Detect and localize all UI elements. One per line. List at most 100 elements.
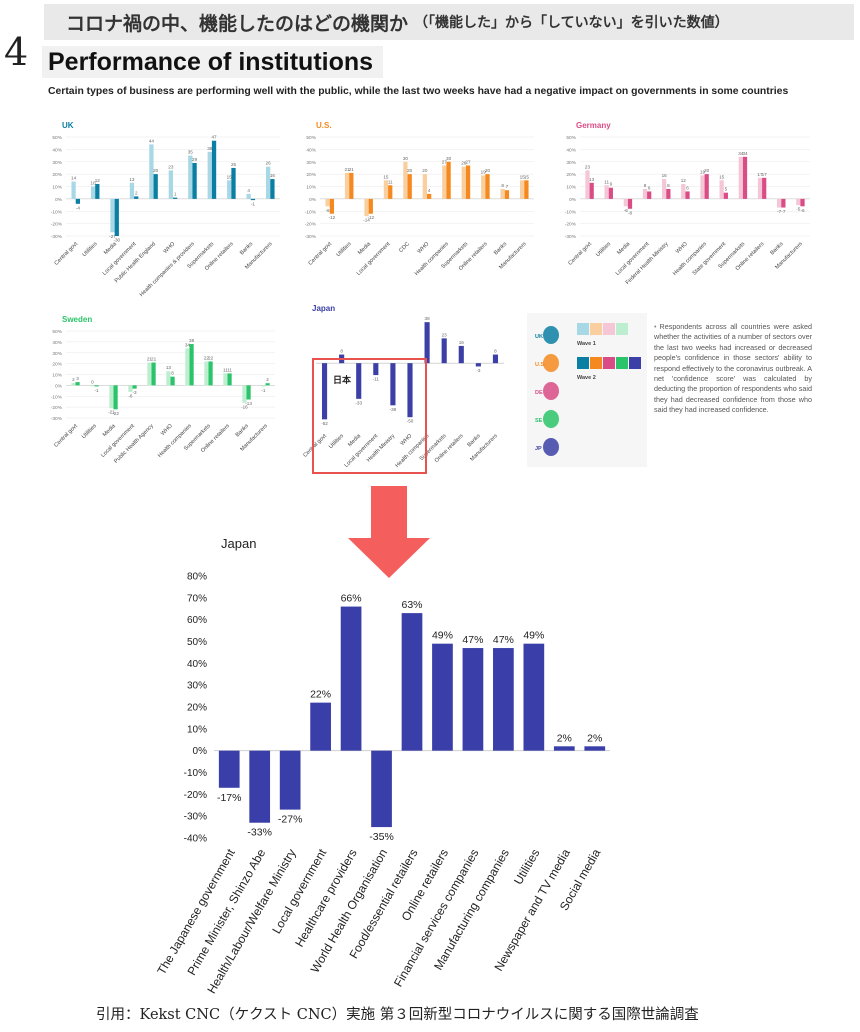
bar [279,750,301,810]
legend-swatch-wave1 [577,323,589,335]
legend-swatch-wave2 [629,357,641,369]
data-label: -39 [390,407,397,412]
bar [114,198,119,236]
data-label: -35% [369,831,394,843]
legend-swatch-wave2 [577,357,589,369]
bar [403,161,408,199]
legend-swatch-wave1 [603,323,615,335]
bar [349,172,354,199]
legend-swatch-wave2 [590,357,602,369]
category-label: Health companies [672,241,708,277]
data-label: -6 [624,208,629,213]
category-label: Utilities [336,241,353,258]
y-tick-label: 40% [52,147,62,153]
y-tick-label: 20% [52,172,62,178]
y-tick-label: 20% [566,172,576,178]
data-label: 20 [704,168,710,173]
category-label: Utilities [81,423,98,440]
bar [340,606,362,751]
bar [462,648,484,751]
y-tick-label: 40% [52,340,62,346]
data-label: 15 [524,174,530,179]
data-label: 38 [189,338,195,343]
data-label: 30 [446,156,452,161]
y-tick-label: -30% [305,234,317,240]
banner-subtitle: （「機能した」から「していない」を引いた数値） [414,15,729,31]
bar [227,180,232,199]
data-label: 66% [341,593,362,605]
bar [166,371,171,386]
category-label: Local government [100,423,136,459]
note-text: Respondents across all countries were as… [654,322,812,415]
legend-country-label: U.S. [535,362,546,368]
category-label: Banks [467,433,482,448]
bar [777,198,782,208]
data-label: 34 [742,151,748,156]
data-label: 23 [168,164,174,169]
data-label: 11 [223,367,228,372]
data-label: 8 [667,183,670,188]
category-label: Banks [239,241,254,256]
category-label: Health companies [157,423,193,459]
bar [401,613,423,751]
bar [329,198,335,214]
y-tick-label: 0% [309,197,317,203]
category-label: WHO [675,241,689,255]
legend-swatch-wave2 [603,357,615,369]
nihon-label: 日本 [333,374,352,386]
data-label: 19 [481,169,487,174]
data-label: 29 [192,157,198,162]
bar [627,198,633,209]
data-label: 22 [208,355,214,360]
legend-country-label: DE [535,390,543,396]
data-label: 15 [227,174,233,179]
bar [424,322,430,364]
data-label: 2 [72,377,75,382]
data-label: 2 [135,190,138,195]
y-tick-label: 0% [193,746,208,757]
legend-wave2-label: Wave 2 [577,375,596,381]
y-tick-label: 80% [187,572,207,583]
bar [265,383,270,386]
bar [364,198,369,217]
data-label: 11 [227,367,232,372]
data-label: 27 [442,159,448,164]
data-label: 15 [719,174,725,179]
bar [485,174,490,199]
data-label: -16 [241,404,248,409]
bar [223,373,228,386]
data-label: -12 [367,215,374,220]
bar [383,180,389,199]
category-label: Public Health Agency [113,423,155,465]
bar [524,180,529,199]
data-label: 49% [523,630,544,642]
y-tick-label: -10% [184,768,207,779]
data-label: 49% [432,630,453,642]
legend-graphic: UK U.S. DE SE JP Wave 1 Wave 2 [535,323,641,456]
category-label: Central govt [567,241,593,267]
legend-country-label: UK [535,334,543,340]
data-label: 30 [403,156,409,161]
bar [519,180,525,199]
y-tick-label: -20% [184,790,207,801]
data-label: 38 [207,146,213,151]
page-title: Performance of institutions [42,46,384,78]
methodology-note: • Respondents across all countries were a… [654,322,812,416]
category-label: Media [102,423,118,439]
country-map-shape-jp [543,438,559,456]
bar [584,746,606,751]
y-tick-label: 70% [187,593,207,604]
legend-swatch-wave1 [616,323,628,335]
bar [94,385,99,387]
y-tick-label: -30% [51,416,63,422]
data-label: 9 [610,182,613,187]
bar [129,182,135,199]
bar [344,172,350,199]
category-label: Banks [235,423,250,438]
data-label: 23 [585,164,591,169]
bar [211,140,217,199]
bar [71,181,76,199]
bar [207,151,212,199]
y-tick-label: 50% [306,135,316,141]
